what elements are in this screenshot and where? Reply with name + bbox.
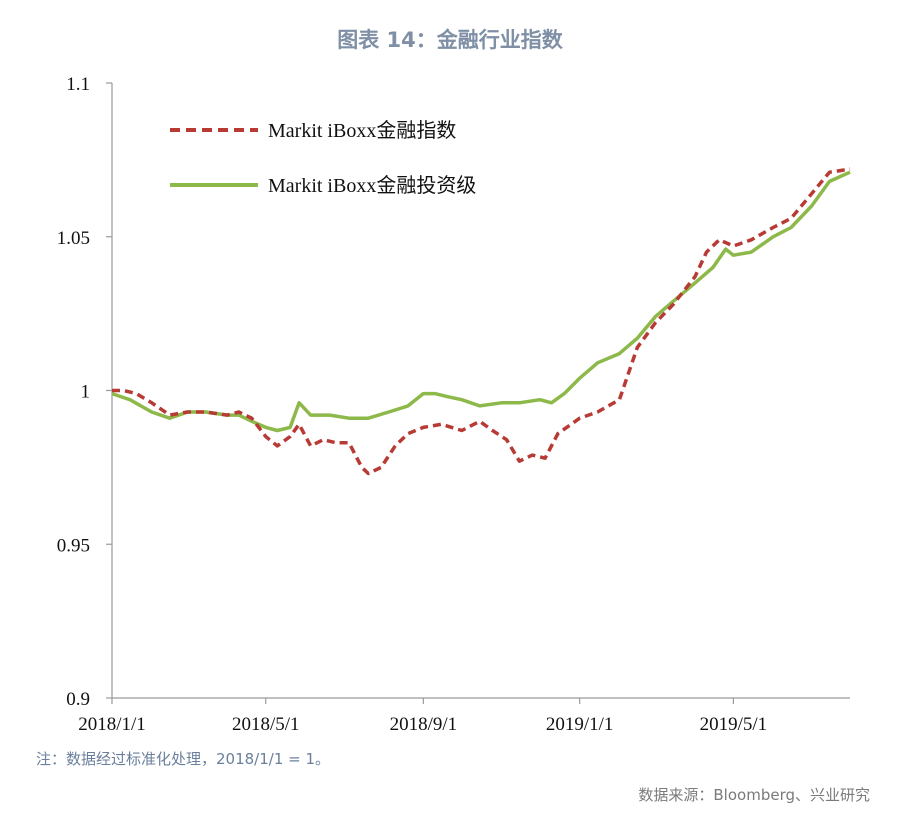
y-tick-label: 0.9 xyxy=(66,689,90,710)
y-tick-label: 1.05 xyxy=(57,228,90,249)
y-tick-label: 1 xyxy=(81,382,91,403)
footnote: 注：数据经过标准化处理，2018/1/1 = 1。 xyxy=(36,750,331,768)
x-tick-label: 2019/1/1 xyxy=(546,714,614,735)
x-tick-label: 2018/9/1 xyxy=(390,714,458,735)
data-source: 数据来源：Bloomberg、兴业研究 xyxy=(638,786,870,804)
legend-label-1: Markit iBoxx金融指数 xyxy=(268,119,456,142)
chart-title: 图表 14：金融行业指数 xyxy=(337,28,563,52)
series-line-2 xyxy=(111,170,851,433)
x-tick-label: 2018/1/1 xyxy=(78,714,146,735)
y-tick-label: 1.1 xyxy=(66,74,90,95)
legend-label-2: Markit iBoxx金融投资级 xyxy=(268,174,476,197)
x-tick-label: 2019/5/1 xyxy=(700,714,768,735)
y-tick-label: 0.95 xyxy=(57,535,90,556)
series-line-1 xyxy=(112,167,851,476)
x-tick-label: 2018/5/1 xyxy=(232,714,300,735)
